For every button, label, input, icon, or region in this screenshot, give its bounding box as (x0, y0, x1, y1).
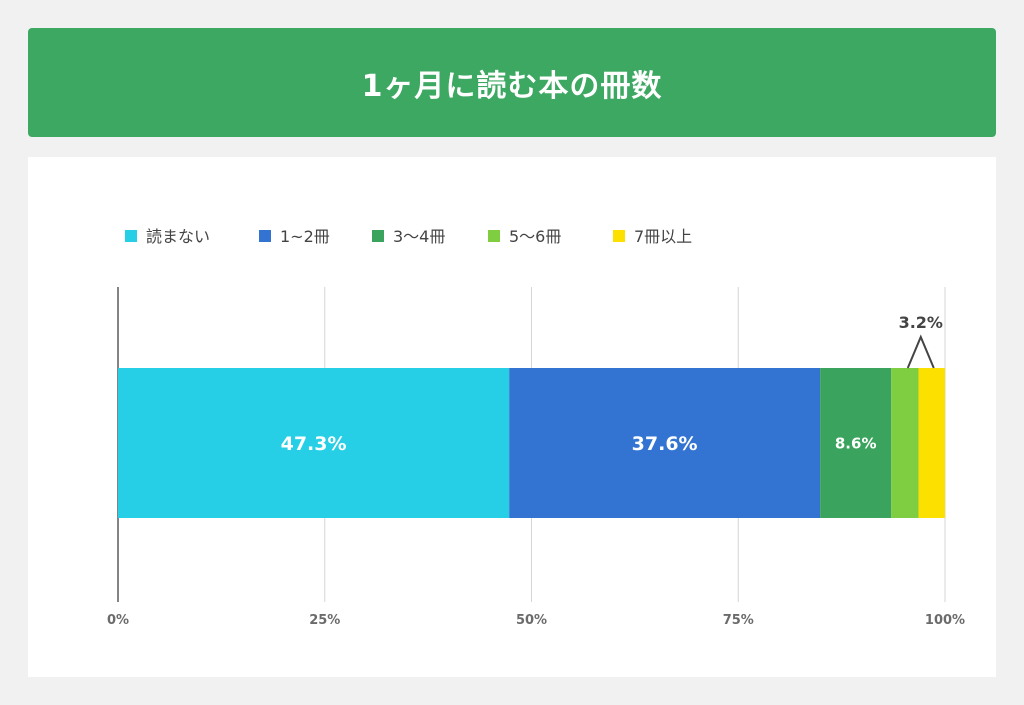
x-axis: 0% 25% 50% 75% 100% (107, 613, 965, 628)
data-label-4: 3.2% (899, 313, 943, 332)
x-tick-label: 0% (107, 613, 129, 628)
bar-segment-1 (509, 368, 821, 518)
legend-label-4: 7冊以上 (634, 227, 692, 246)
legend-swatch-4 (613, 230, 625, 242)
data-labels: 47.3% 37.6% 8.6% 3.2% (281, 313, 943, 455)
x-tick-label: 100% (925, 613, 965, 628)
x-tick-label: 25% (309, 613, 340, 628)
stacked-bar (118, 368, 945, 518)
legend-swatch-1 (259, 230, 271, 242)
chart-svg: 読まない 1~2冊 3～4冊 5～6冊 7冊以上 47.3% 37.6% 8.6%3.2% … (107, 227, 965, 628)
bar-segment-2 (820, 368, 892, 518)
legend-swatch-3 (488, 230, 500, 242)
legend: 読まない 1~2冊 3～4冊 5～6冊 7冊以上 (125, 227, 692, 246)
legend-label-1: 1~2冊 (280, 227, 330, 246)
data-label-1: 37.6% (632, 433, 698, 455)
bar-segment-3 (891, 368, 919, 518)
callout-line-4 (906, 334, 935, 369)
x-tick-label: 50% (516, 613, 547, 628)
data-label-0: 47.3% (281, 433, 347, 455)
x-tick-label: 75% (723, 613, 754, 628)
legend-swatch-2 (372, 230, 384, 242)
data-label-2: 8.6% (835, 434, 877, 452)
legend-swatch-0 (125, 230, 137, 242)
chart-title: 1ヶ月に読む本の冊数 (361, 68, 663, 104)
legend-label-0: 読まない (146, 227, 210, 246)
bar-segment-0 (118, 368, 510, 518)
bar-segment-4 (918, 368, 945, 518)
legend-label-2: 3～4冊 (393, 227, 445, 246)
legend-label-3: 5～6冊 (509, 227, 561, 246)
title-banner: 1ヶ月に読む本の冊数 (28, 28, 996, 137)
